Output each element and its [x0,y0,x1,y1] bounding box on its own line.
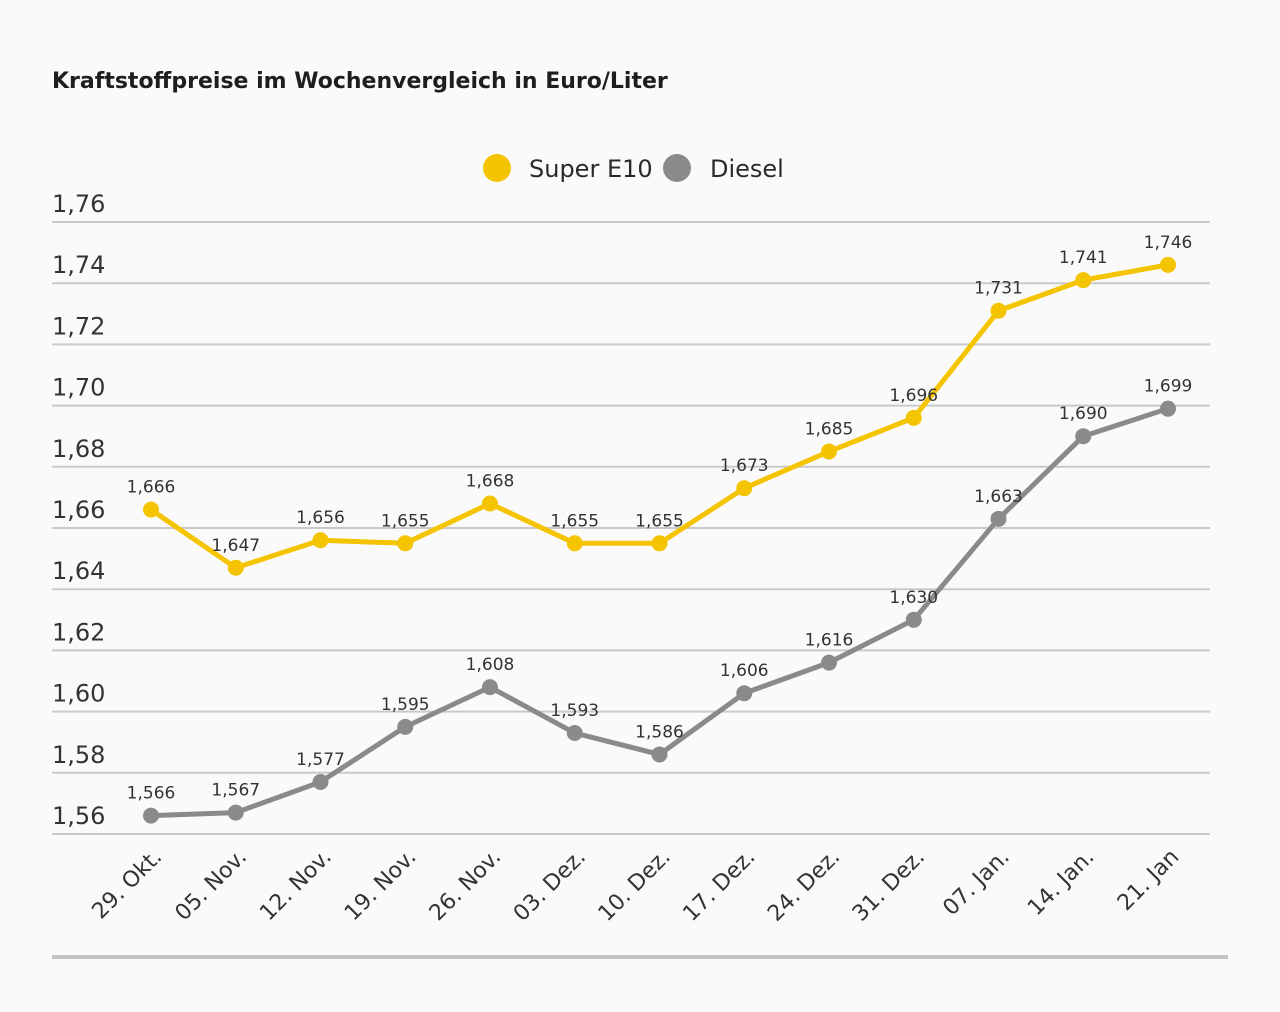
x-tick-label: 21. Jan [1113,845,1184,916]
x-tick-label: 07. Jan. [938,845,1014,921]
y-tick-label: 1,68 [52,435,105,463]
data-point [990,302,1007,319]
data-label: 1,690 [1059,404,1108,424]
x-tick-label: 03. Dez. [509,845,591,927]
legend-label-diesel: Diesel [710,155,784,183]
data-label: 1,673 [720,456,769,476]
data-point [651,535,668,552]
data-label: 1,586 [635,722,684,742]
data-label: 1,567 [211,781,260,801]
y-tick-label: 1,60 [52,680,105,708]
x-tick-label: 31. Dez. [848,845,930,927]
series-super-e10: 1,666 1,647 1,656 1,655 1,668 1,655 1,655 1,673… [127,233,1193,576]
x-tick-label: 05. Nov. [171,845,252,926]
data-point [143,501,159,518]
data-label: 1,655 [381,511,430,531]
data-label: 1,685 [805,420,854,440]
x-tick-label: 26. Nov. [425,845,506,926]
data-label: 1,731 [974,279,1023,299]
data-label: 1,655 [635,511,684,531]
data-label: 1,577 [296,750,345,770]
data-point [1160,400,1176,417]
data-point [397,718,414,735]
data-point [821,654,837,671]
y-tick-label: 1,56 [52,802,105,830]
data-point [482,679,498,696]
data-label: 1,606 [720,661,769,681]
x-tick-label: 10. Dez. [594,845,676,927]
data-point [990,510,1007,527]
legend: Super E10 Diesel [483,154,784,183]
data-point [821,443,837,460]
y-axis: 1,56 1,58 1,60 1,62 1,64 1,66 1,68 1,70 1,72 1,74… [52,190,105,830]
data-point [143,807,159,824]
legend-marker-super-e10 [483,154,511,182]
y-tick-label: 1,66 [52,496,105,524]
x-tick-label: 24. Dez. [763,845,845,927]
data-label: 1,746 [1144,233,1193,253]
data-label: 1,655 [550,511,599,531]
y-tick-label: 1,76 [52,190,105,218]
data-point [905,409,922,426]
y-tick-label: 1,74 [52,251,105,279]
data-point [736,685,753,702]
data-point [1075,272,1092,289]
legend-label-super-e10: Super E10 [529,155,653,183]
y-tick-label: 1,72 [52,312,105,340]
data-point [227,559,244,576]
y-tick-label: 1,70 [52,374,105,402]
data-point [651,746,668,763]
data-point [1075,428,1092,445]
x-axis: 29. Okt. 05. Nov. 12. Nov. 19. Nov. 26. Nov.… [88,845,1185,927]
x-tick-label: 29. Okt. [88,845,168,925]
series-group: 1,666 1,647 1,656 1,655 1,668 1,655 1,655 1,673… [127,233,1193,824]
chart-title: Kraftstoffpreise im Wochenvergleich in E… [52,69,668,94]
x-tick-label: 12. Nov. [255,845,336,926]
data-point [397,535,414,552]
series-diesel: 1,566 1,567 1,577 1,595 1,608 1,593 1,586 1,606… [127,377,1193,824]
data-label: 1,666 [127,478,176,498]
gridlines [52,221,1210,835]
data-label: 1,741 [1059,248,1108,268]
data-point [227,804,244,821]
data-label: 1,616 [805,631,854,651]
y-tick-label: 1,58 [52,741,105,769]
y-tick-label: 1,64 [52,557,105,585]
data-point [736,480,753,497]
x-tick-label: 19. Nov. [340,845,421,926]
data-label: 1,630 [889,588,938,608]
data-point [482,495,498,512]
legend-marker-diesel [663,154,691,182]
data-point [312,773,329,790]
data-label: 1,566 [127,784,176,804]
data-point [905,611,922,628]
x-tick-label: 14. Jan. [1023,845,1099,921]
data-label: 1,656 [296,508,345,528]
data-point [312,532,329,549]
data-label: 1,647 [211,536,260,556]
data-point [1160,256,1176,273]
y-tick-label: 1,62 [52,618,105,646]
x-tick-label: 17. Dez. [678,845,760,927]
data-label: 1,608 [466,655,515,675]
data-point [566,535,583,552]
data-label: 1,699 [1144,377,1193,397]
data-label: 1,663 [974,487,1023,507]
data-label: 1,595 [381,695,430,715]
data-label: 1,593 [550,701,599,721]
data-point [566,725,583,742]
data-label: 1,696 [889,386,938,406]
data-label: 1,668 [466,472,515,492]
